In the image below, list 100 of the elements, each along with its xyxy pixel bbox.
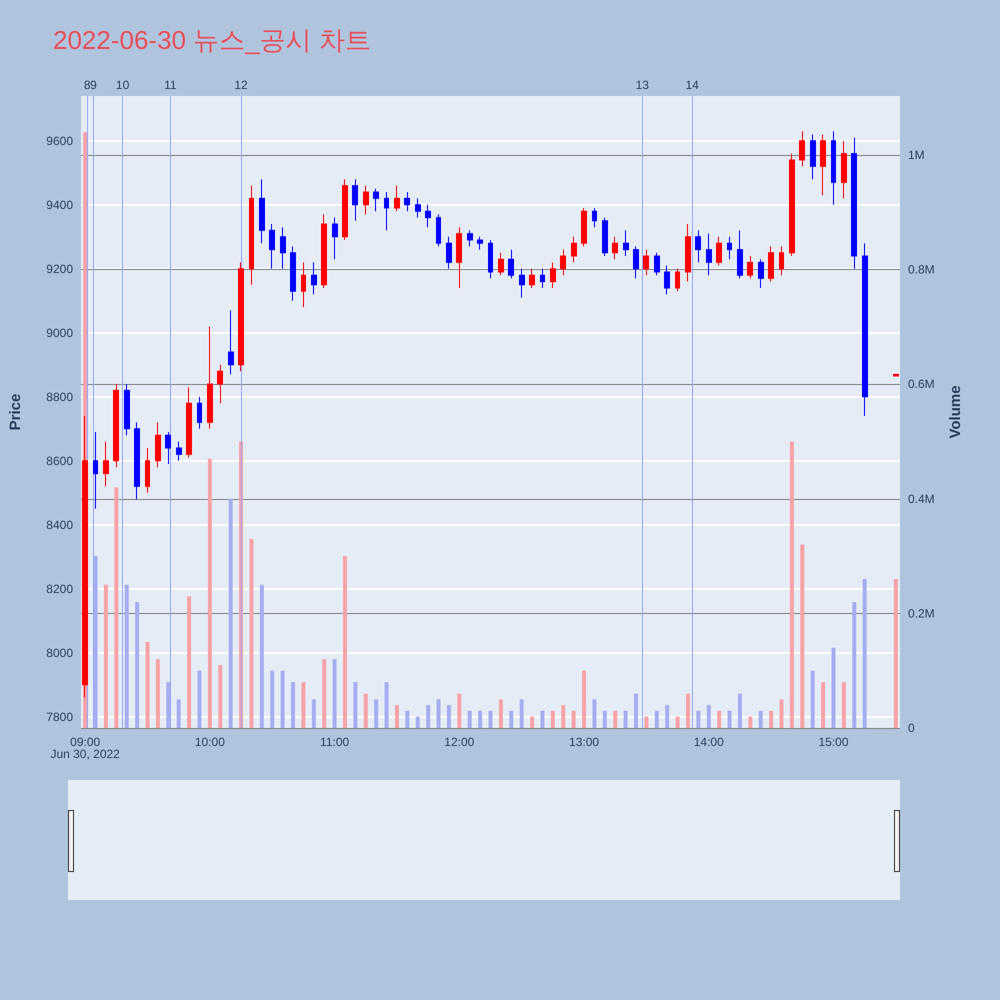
- y-tick-label: 9200: [46, 262, 74, 276]
- bar: [550, 710, 555, 728]
- bar: [374, 699, 378, 728]
- candlestick: [436, 214, 441, 247]
- bar: [208, 458, 212, 728]
- candlestick: [415, 198, 421, 218]
- bar: [602, 710, 607, 728]
- bar: [686, 694, 690, 728]
- ref-line-label: 13: [636, 78, 650, 92]
- candlestick: [758, 258, 764, 288]
- candlestick: [280, 226, 286, 270]
- bar: [228, 498, 233, 728]
- bar: [717, 710, 722, 728]
- bar: [572, 710, 576, 728]
- bar: [322, 659, 326, 728]
- candlestick: [238, 262, 244, 372]
- candlestick: [851, 137, 857, 270]
- candlestick: [799, 130, 805, 167]
- bar: [592, 699, 596, 728]
- candlestick: [529, 268, 535, 288]
- chart-title: 2022-06-30 뉴스_공시 차트: [53, 25, 371, 55]
- candlestick: [602, 217, 608, 256]
- candlestick: [779, 246, 784, 276]
- candlestick: [165, 432, 171, 464]
- x-tick-label: 13:00: [569, 735, 600, 749]
- bar: [353, 682, 358, 728]
- bar: [260, 584, 264, 728]
- candlestick: [820, 134, 826, 196]
- candlestick: [93, 432, 98, 510]
- bar: [530, 716, 534, 728]
- candlestick: [747, 256, 753, 279]
- bar: [270, 670, 274, 728]
- x-tick-label: 15:00: [818, 735, 849, 749]
- candlestick: [103, 441, 109, 487]
- candlestick: [508, 249, 514, 279]
- candlestick: [384, 192, 389, 231]
- bar: [498, 699, 503, 728]
- candlestick: [623, 230, 629, 256]
- ref-line-label: 9: [90, 78, 98, 92]
- candlestick: [301, 262, 306, 308]
- bar: [176, 699, 181, 728]
- candlestick: [124, 384, 130, 436]
- bar: [426, 705, 430, 728]
- candlestick: [789, 153, 795, 256]
- candlestick: [550, 262, 556, 288]
- bar: [394, 705, 399, 728]
- bar: [894, 579, 898, 728]
- candlestick: [727, 236, 732, 260]
- y-tick-label: 8800: [46, 390, 74, 404]
- candlestick: [207, 326, 213, 430]
- ref-line-label: 11: [164, 78, 177, 92]
- y2-tick-label: 0: [908, 721, 915, 735]
- ref-line-label: 10: [116, 78, 130, 92]
- candlestick: [540, 268, 545, 288]
- candlestick: [810, 134, 816, 180]
- candlestick: [259, 178, 265, 244]
- y2-tick-label: 0.2M: [908, 606, 935, 620]
- bar: [696, 710, 700, 728]
- bar: [135, 602, 140, 728]
- bar: [280, 670, 285, 728]
- bar: [852, 602, 856, 728]
- bar: [509, 710, 514, 728]
- y-tick-label: 8600: [46, 454, 74, 468]
- candlestick: [425, 204, 431, 228]
- bar: [384, 682, 389, 728]
- candlestick: [664, 265, 670, 295]
- bar: [291, 682, 296, 728]
- candlestick: [332, 217, 338, 260]
- bar: [728, 710, 732, 728]
- bar: [540, 710, 544, 728]
- bar: [780, 699, 784, 728]
- bar: [312, 699, 316, 728]
- candlestick: [633, 246, 639, 279]
- bar: [156, 659, 160, 728]
- candlestick: [373, 188, 379, 212]
- candlestick: [571, 236, 577, 263]
- bar: [862, 579, 867, 728]
- bar: [582, 670, 586, 728]
- y2-tick-label: 1M: [908, 148, 925, 162]
- y-tick-label: 9600: [46, 134, 74, 148]
- candlestick: [675, 268, 680, 292]
- bar: [758, 710, 763, 728]
- bar: [332, 659, 337, 728]
- bar: [468, 710, 472, 728]
- candlestick: [249, 185, 254, 286]
- bar: [810, 670, 815, 728]
- bar: [446, 705, 451, 728]
- y2-axis-title: Volume: [947, 385, 964, 439]
- bar: [114, 487, 118, 728]
- bar: [124, 584, 129, 728]
- bar: [706, 705, 711, 728]
- candlestick: [612, 236, 618, 260]
- ref-line-label: 12: [234, 78, 248, 92]
- bar: [187, 596, 192, 728]
- y-axis-title: Price: [7, 394, 24, 430]
- candlestick: [394, 185, 400, 212]
- y2-tick-label: 0.4M: [908, 492, 935, 506]
- bar: [249, 538, 254, 728]
- x-tick-label: 10:00: [194, 735, 226, 749]
- bar: [748, 716, 752, 728]
